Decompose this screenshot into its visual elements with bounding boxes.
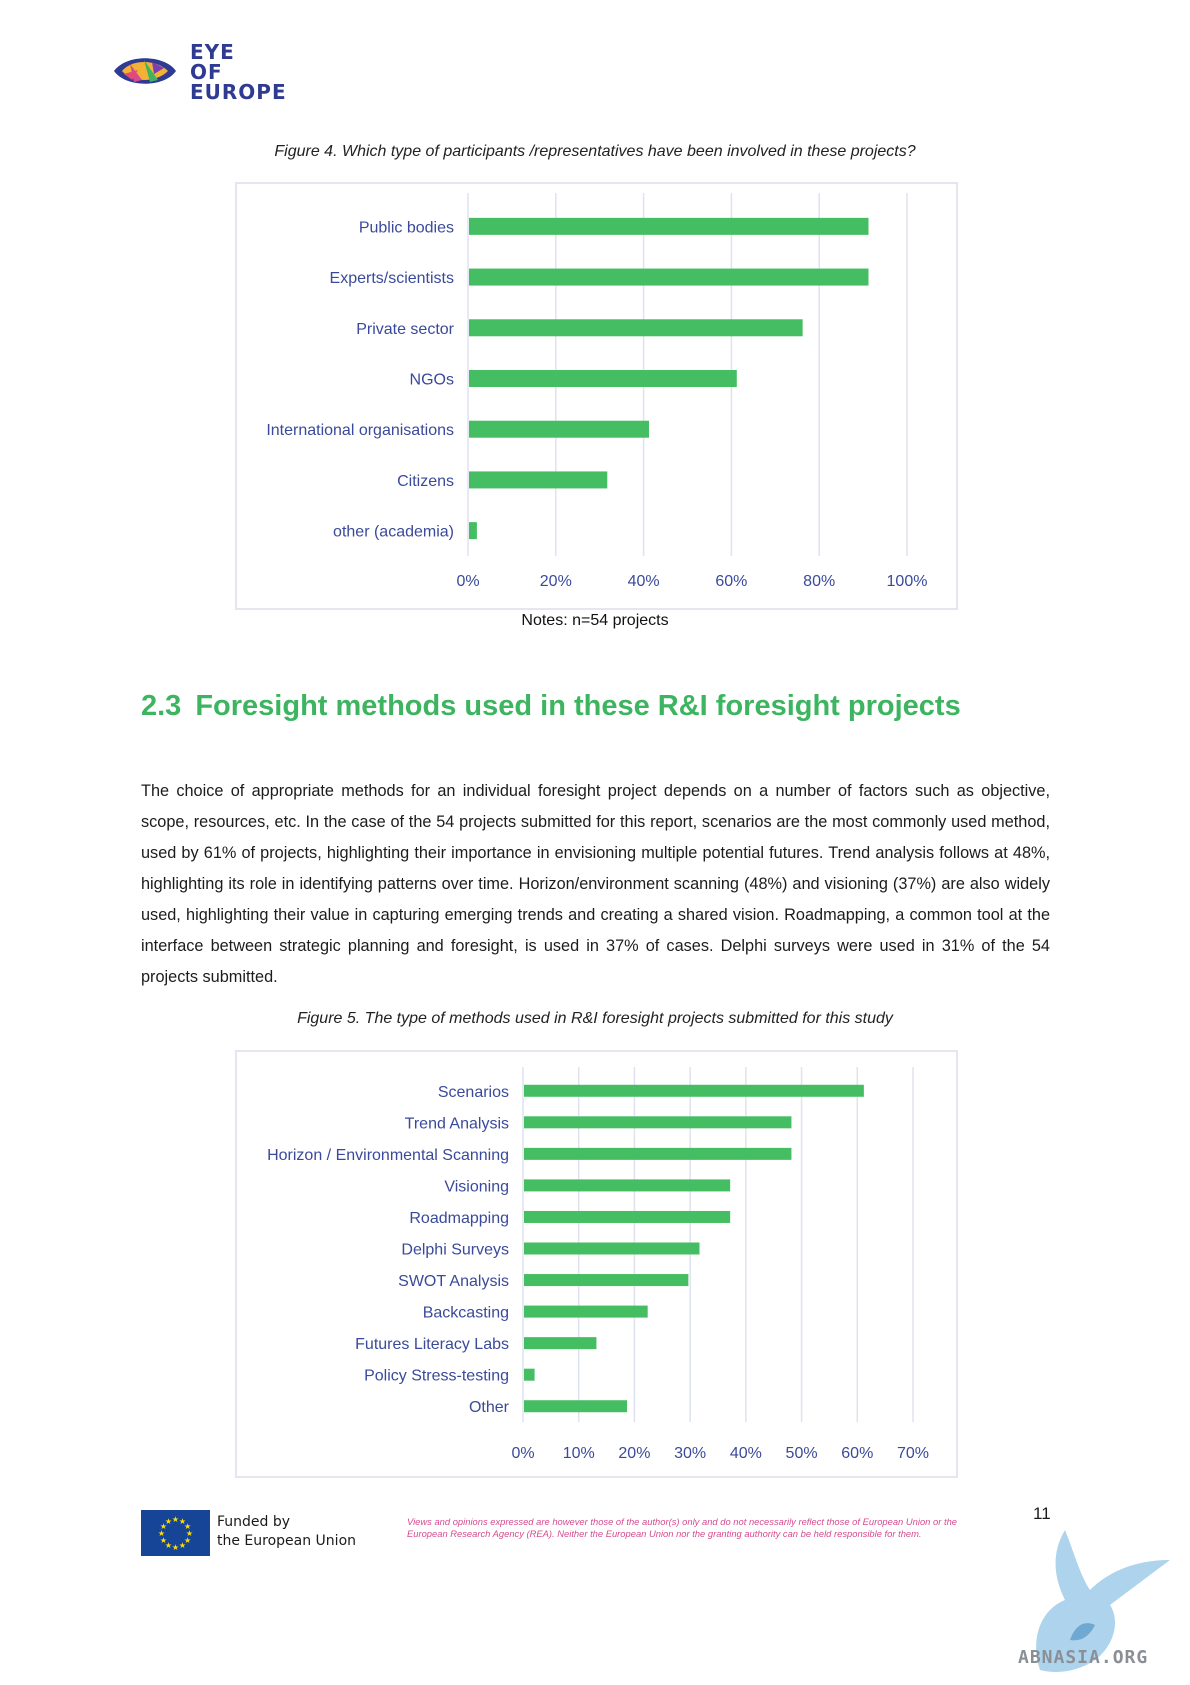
figure-4-caption: Figure 4. Which type of participants /re… (274, 143, 916, 160)
svg-text:★: ★ (179, 1541, 186, 1550)
methods-bar-chart: 0% 10% 20% 30% 40% 50% 60% 70% Scenarios Trend An… (267, 1067, 929, 1462)
bar (524, 1210, 731, 1223)
x-tick-label: 60% (841, 1445, 873, 1462)
category-label: Scenarios (438, 1084, 509, 1101)
bar (469, 471, 608, 489)
x-tick-label: 0% (511, 1445, 534, 1462)
section-heading: 2.3 Foresight methods used in these R&I f… (141, 690, 961, 723)
section-number: 2.3 (141, 690, 182, 722)
svg-text:★: ★ (172, 1543, 179, 1552)
bar (469, 420, 649, 438)
category-label: Experts/scientists (330, 270, 454, 287)
bar (469, 370, 737, 387)
svg-text:★: ★ (179, 1517, 186, 1526)
category-label: SWOT Analysis (398, 1273, 509, 1290)
x-tick-label: 40% (628, 573, 660, 590)
category-label: NGOs (410, 372, 454, 389)
svg-text:★: ★ (165, 1517, 172, 1526)
section-paragraph: The choice of appropriate methods for an… (141, 782, 1050, 986)
category-label: Futures Literacy Labs (355, 1336, 509, 1353)
figure-5-chart: 0% 10% 20% 30% 40% 50% 60% 70% Scenarios Trend An… (235, 1050, 958, 1478)
funded-line-1: Funded by (217, 1514, 291, 1530)
figure-4-chart: 0% 20% 40% 60% 80% 100% Public bodies Experts/s… (235, 182, 958, 610)
bar (524, 1147, 792, 1160)
x-tick-label: 80% (803, 573, 835, 590)
funded-by-label: Funded by the European Union (217, 1513, 356, 1551)
watermark-text: ABNASIA.ORG (1018, 1647, 1149, 1668)
x-tick-label: 0% (456, 573, 479, 590)
figure-5-caption: Figure 5. The type of methods used in R&… (297, 1010, 893, 1027)
bar (524, 1084, 864, 1097)
bar (469, 217, 869, 235)
bar (524, 1116, 792, 1129)
eye-of-europe-logo: EYE OF EUROPE (112, 42, 292, 110)
bar (524, 1337, 597, 1350)
svg-text:★: ★ (172, 1515, 179, 1524)
page-number: 11 (1033, 1504, 1051, 1523)
x-tick-label: 60% (715, 573, 747, 590)
figure-4-notes: Notes: n=54 projects (521, 612, 669, 629)
bar (524, 1242, 700, 1255)
section-title-text: Foresight methods used in these R&I fore… (195, 690, 961, 722)
bar (469, 522, 477, 540)
griffin-watermark-icon (1036, 1530, 1170, 1672)
logo-line-2: OF (190, 60, 223, 84)
category-label: Visioning (444, 1178, 509, 1195)
logo-line-1: EYE (190, 40, 235, 64)
x-tick-label: 10% (563, 1445, 595, 1462)
category-label: International organisations (266, 422, 454, 439)
logo-wordmark: EYE OF EUROPE (190, 42, 287, 102)
category-label: Private sector (356, 321, 454, 338)
category-label: Backcasting (423, 1305, 509, 1322)
category-label: Trend Analysis (405, 1115, 509, 1132)
svg-text:★: ★ (158, 1529, 165, 1538)
x-tick-label: 100% (887, 573, 928, 590)
x-tick-label: 30% (674, 1445, 706, 1462)
svg-text:★: ★ (160, 1522, 167, 1531)
category-label: Delphi Surveys (401, 1242, 509, 1259)
bar (469, 319, 803, 337)
svg-text:★: ★ (186, 1529, 193, 1538)
funded-line-2: the European Union (217, 1533, 357, 1549)
svg-text:★: ★ (160, 1536, 167, 1545)
x-tick-label: 70% (897, 1445, 929, 1462)
bar (524, 1305, 648, 1318)
svg-text:★: ★ (184, 1522, 191, 1531)
category-label: Policy Stress-testing (364, 1368, 509, 1385)
bar (524, 1368, 535, 1381)
category-label: Public bodies (359, 219, 454, 236)
eye-logo-icon (114, 58, 176, 84)
participants-bar-chart: 0% 20% 40% 60% 80% 100% Public bodies Experts/s… (266, 193, 928, 590)
bar (524, 1400, 628, 1413)
bar (524, 1179, 731, 1192)
x-tick-label: 20% (540, 573, 572, 590)
x-tick-label: 20% (618, 1445, 650, 1462)
page-footer: ★ ★ ★ ★ ★ ★ ★ ★ ★ ★ ★ ★ Funded by the European Unio… (141, 1510, 1141, 1660)
svg-text:★: ★ (184, 1536, 191, 1545)
category-label: Citizens (397, 473, 454, 490)
disclaimer-text: Views and opinions expressed are however… (407, 1516, 957, 1539)
eu-flag-icon: ★ ★ ★ ★ ★ ★ ★ ★ ★ ★ ★ ★ (141, 1510, 210, 1556)
x-tick-label: 50% (786, 1445, 818, 1462)
x-tick-label: 40% (730, 1445, 762, 1462)
bar (524, 1274, 689, 1287)
category-label: Horizon / Environmental Scanning (267, 1147, 509, 1164)
logo-line-3: EUROPE (190, 80, 287, 104)
category-label: Other (469, 1399, 510, 1416)
category-label: Roadmapping (409, 1210, 509, 1227)
category-label: other (academia) (333, 524, 454, 541)
svg-text:★: ★ (165, 1541, 172, 1550)
bar (469, 268, 869, 286)
